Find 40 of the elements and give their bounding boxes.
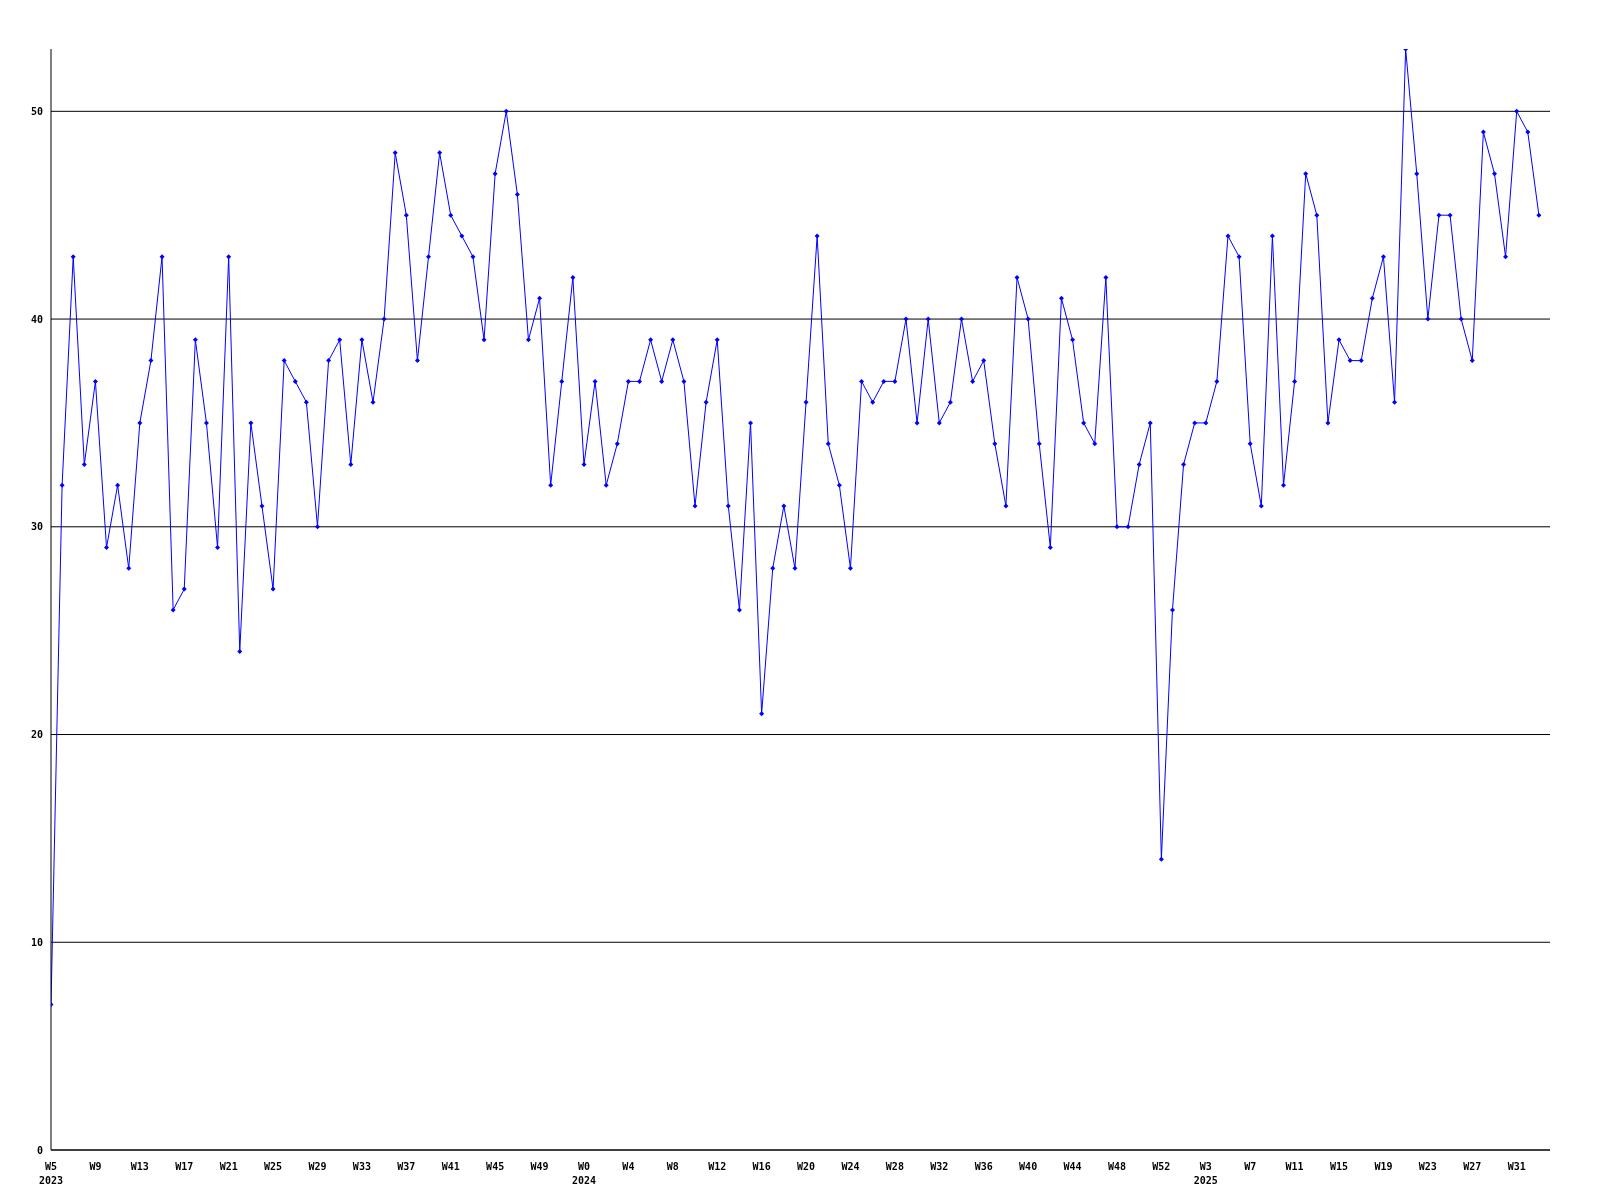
x-tick-label: W15 — [1330, 1161, 1349, 1172]
x-tick-label: W37 — [397, 1161, 416, 1172]
y-tick-label: 20 — [30, 729, 43, 741]
x-tick-label: W16 — [752, 1161, 771, 1172]
x-tick-label: W9 — [89, 1161, 102, 1172]
x-tick-label: W45 — [486, 1161, 505, 1172]
x-tick-label: W28 — [885, 1161, 904, 1172]
x-tick-label: W36 — [974, 1161, 993, 1172]
x-tick-label: W21 — [219, 1161, 238, 1172]
x-tick-label: W19 — [1374, 1161, 1393, 1172]
y-tick-label: 50 — [30, 105, 43, 117]
x-tick-label: W52 — [1152, 1161, 1171, 1172]
x-tick-label: W3 2025 — [1193, 1161, 1218, 1186]
y-tick-label: 10 — [30, 936, 43, 948]
x-tick-label: W41 — [441, 1161, 460, 1172]
x-tick-label: W13 — [130, 1161, 149, 1172]
x-tick-label: W4 — [622, 1161, 635, 1172]
x-tick-label: W27 — [1463, 1161, 1482, 1172]
x-tick-label: W12 — [708, 1161, 727, 1172]
x-tick-label: W20 — [797, 1161, 816, 1172]
y-tick-label: 30 — [30, 521, 43, 533]
x-tick-label: W8 — [666, 1161, 679, 1172]
x-tick-label: W5 2023 — [38, 1161, 64, 1186]
x-tick-label: W31 — [1507, 1161, 1526, 1172]
x-tick-label: W25 — [264, 1161, 283, 1172]
x-tick-label: W48 — [1107, 1161, 1126, 1172]
x-tick-label: W23 — [1418, 1161, 1437, 1172]
x-tick-label: W29 — [308, 1161, 327, 1172]
x-tick-label: W49 — [530, 1161, 549, 1172]
x-tick-label: W7 — [1244, 1161, 1257, 1172]
x-tick-label: W11 — [1285, 1161, 1304, 1172]
x-tick-label: W32 — [930, 1161, 949, 1172]
x-tick-label: W33 — [352, 1161, 371, 1172]
y-tick-label: 0 — [36, 1144, 43, 1156]
y-tick-label: 40 — [30, 313, 43, 325]
x-tick-label: W40 — [1019, 1161, 1038, 1172]
x-tick-label: W17 — [175, 1161, 194, 1172]
x-tick-label: W0 2024 — [571, 1161, 597, 1186]
x-tick-label: W24 — [841, 1161, 860, 1172]
x-tick-label: W44 — [1063, 1161, 1082, 1172]
